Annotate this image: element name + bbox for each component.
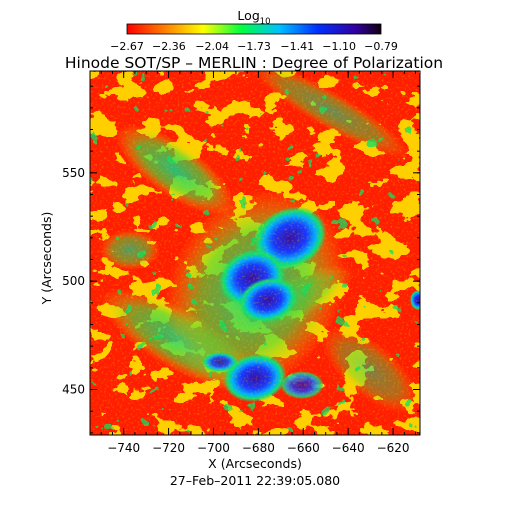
x-axis: −740 −720 −700 −680 −660 −640 −620	[100, 71, 417, 455]
y-tick-label: 450	[62, 383, 85, 397]
colorbar-gradient	[126, 23, 382, 35]
colorbar-ticks: −2.67 −2.36 −2.04 −1.73 −1.41 −1.10 −0.79	[110, 40, 398, 53]
x-axis-label: X (Arcseconds)	[208, 456, 302, 471]
x-tick-label: −740	[107, 441, 140, 455]
x-tick-label: −620	[377, 441, 410, 455]
colorbar-tick-label: −1.10	[322, 40, 356, 53]
colorbar-tick-label: −1.73	[237, 40, 271, 53]
colorbar-tick-label: −2.36	[152, 40, 186, 53]
x-tick-label: −700	[197, 441, 230, 455]
y-tick-label: 550	[62, 166, 85, 180]
chart-title: Hinode SOT/SP – MERLIN : Degree of Polar…	[65, 54, 443, 72]
y-axis: 450 500 550	[62, 85, 420, 434]
polarization-map	[90, 71, 420, 435]
colorbar-tick-label: −2.04	[195, 40, 229, 53]
colorbar-tick-label: −1.41	[280, 40, 314, 53]
y-axis-label: Y (Arcseconds)	[39, 212, 54, 306]
colorbar-tick-label: −0.79	[364, 40, 398, 53]
x-tick-label: −720	[152, 441, 185, 455]
x-tick-label: −640	[332, 441, 365, 455]
timestamp: 27–Feb–2011 22:39:05.080	[170, 473, 340, 488]
x-tick-label: −680	[242, 441, 275, 455]
colorbar-label: Log10	[237, 8, 270, 27]
y-tick-label: 500	[62, 274, 85, 288]
x-tick-label: −660	[287, 441, 320, 455]
plot-frame	[89, 70, 421, 436]
colorbar: Log10 −2.67 −2.36 −2.04 −1.73 −1.41 −1.10 −0.7…	[110, 8, 398, 53]
colorbar-tick-label: −2.67	[110, 40, 144, 53]
